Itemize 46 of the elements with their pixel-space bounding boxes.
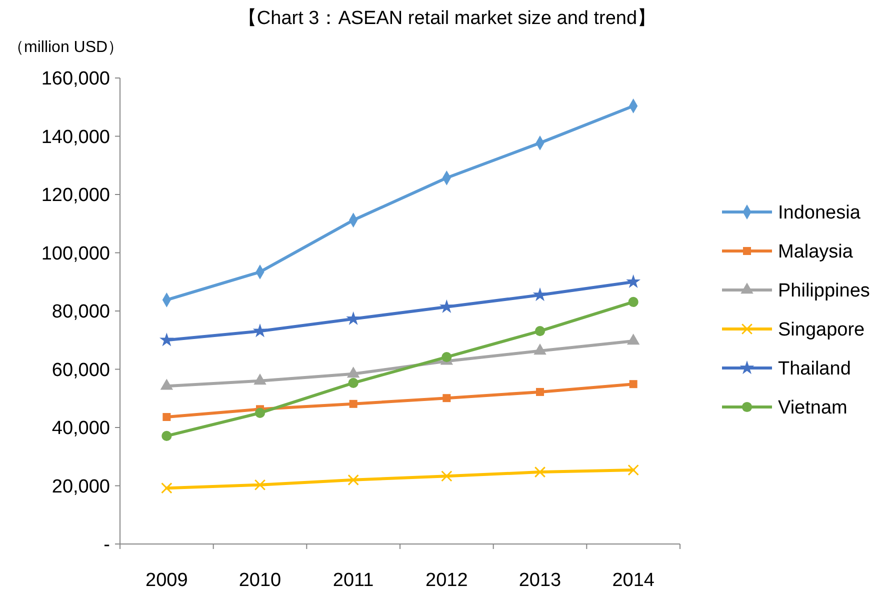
point [534,326,546,336]
legend-label: Thailand [778,358,851,380]
y-tick-label: 140,000 [41,126,110,148]
point [534,466,546,478]
y-tick-label: 20,000 [52,476,110,498]
point [532,287,548,302]
legend-label: Malaysia [778,242,854,263]
point [346,311,361,325]
point [441,470,452,482]
y-tick-label: - [104,534,110,556]
y-tick-label: 60,000 [52,360,110,381]
point [159,332,174,346]
point [254,479,266,491]
legend-label: Indonesia [778,202,861,224]
x-tick-label: 2010 [238,570,282,591]
point [626,274,641,288]
x-tick-label: 2012 [426,570,468,591]
point [161,482,172,494]
point [348,474,359,486]
y-axis-title: （million USD） [8,39,124,56]
point [162,430,172,441]
legend-label: Singapore [778,320,865,341]
point [628,464,639,476]
y-tick-label: 40,000 [52,418,110,440]
x-tick-label: 2014 [612,570,655,591]
point [628,296,638,308]
point [349,400,358,408]
point [252,324,268,338]
point [254,408,266,418]
y-tick-label: 120,000 [41,185,110,206]
point [629,380,638,388]
x-tick-label: 2011 [332,570,374,591]
point [442,352,452,362]
point [348,378,358,388]
legend-label: Philippines [778,280,870,302]
point [536,388,544,396]
y-tick-label: 100,000 [41,243,110,264]
point [442,394,451,402]
y-tick-label: 80,000 [52,302,110,323]
point [439,299,454,314]
y-tick-label: 160,000 [41,68,110,90]
x-tick-label: 2013 [518,570,562,591]
x-tick-label: 2009 [146,570,188,591]
point [162,413,171,422]
legend-label: Vietnam [778,398,848,419]
chart-title: 【Chart 3：ASEAN retail market size and trend】 [238,8,656,29]
